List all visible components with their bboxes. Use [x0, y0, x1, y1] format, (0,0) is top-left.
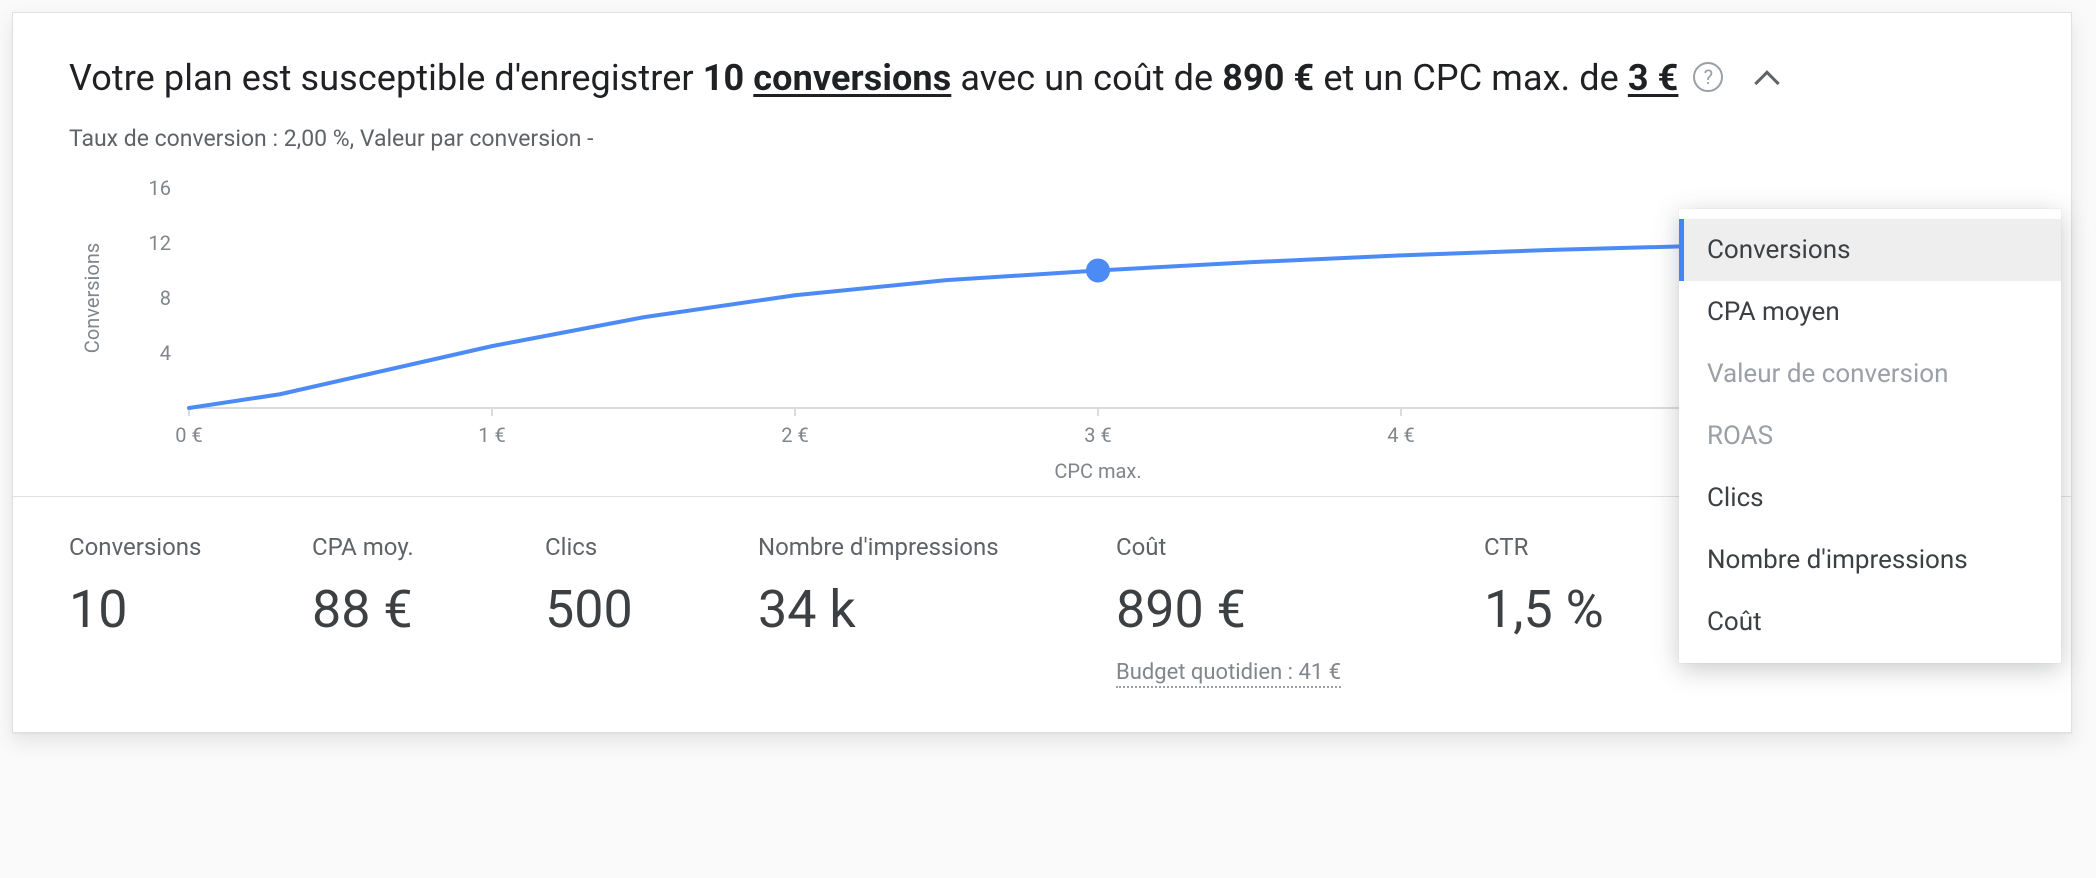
stat-label: Nombre d'impressions — [758, 533, 1098, 561]
dropdown-item[interactable]: Clics — [1679, 467, 2061, 529]
y-tick-label: 12 — [149, 231, 171, 255]
stat-value: 88 € — [312, 579, 527, 640]
stat-label: Clics — [545, 533, 740, 561]
stat-value: 500 — [545, 579, 740, 640]
dropdown-item: ROAS — [1679, 405, 2061, 467]
dropdown-item[interactable]: CPA moyen — [1679, 281, 2061, 343]
headline: Votre plan est susceptible d'enregistrer… — [69, 57, 2015, 99]
headline-conv-count: 10 — [703, 57, 745, 99]
help-icon[interactable]: ? — [1693, 62, 1723, 92]
x-tick-label: 2 € — [781, 423, 808, 447]
stat-cpa-moy: CPA moy. 88 € — [312, 533, 527, 688]
x-tick-label: 0 € — [175, 423, 202, 447]
headline-cost: 890 € — [1222, 57, 1314, 99]
stat-label: Coût — [1116, 533, 1466, 561]
stat-conversions: Conversions 10 — [69, 533, 294, 688]
x-tick-label: 1 € — [478, 423, 505, 447]
metric-dropdown: ConversionsCPA moyenValeur de conversion… — [1679, 209, 2061, 663]
subtitle: Taux de conversion : 2,00 %, Valeur par … — [13, 107, 2071, 152]
stat-value: 10 — [69, 579, 294, 640]
stat-sub-budget[interactable]: Budget quotidien : 41 € — [1116, 660, 1341, 688]
stat-clics: Clics 500 — [545, 533, 740, 688]
x-tick-label: 4 € — [1387, 423, 1414, 447]
dropdown-item: Valeur de conversion — [1679, 343, 2061, 405]
x-tick-label: 3 € — [1084, 423, 1111, 447]
headline-cpc-max[interactable]: 3 € — [1628, 57, 1679, 99]
dropdown-item[interactable]: Coût — [1679, 591, 2061, 653]
dropdown-item[interactable]: Conversions — [1679, 219, 2061, 281]
stat-value: 34 k — [758, 579, 1098, 640]
headline-mid1: avec un coût de — [951, 57, 1222, 99]
dropdown-item[interactable]: Nombre d'impressions — [1679, 529, 2061, 591]
y-tick-label: 4 — [160, 341, 171, 365]
headline-mid2: et un CPC max. de — [1314, 57, 1628, 99]
stat-cout: Coût 890 € Budget quotidien : 41 € — [1116, 533, 1466, 688]
y-tick-label: 16 — [149, 176, 171, 200]
stat-value: 890 € — [1116, 579, 1466, 640]
forecast-card: Votre plan est susceptible d'enregistrer… — [12, 12, 2072, 733]
card-header: Votre plan est susceptible d'enregistrer… — [13, 13, 2071, 107]
y-tick-label: 8 — [160, 286, 171, 310]
stat-label: Conversions — [69, 533, 294, 561]
collapse-chevron-icon[interactable] — [1755, 70, 1780, 95]
chart-marker[interactable] — [1086, 259, 1110, 283]
stat-label: CPA moy. — [312, 533, 527, 561]
x-axis-label: CPC max. — [1054, 459, 1141, 483]
headline-conv-word[interactable]: conversions — [753, 57, 951, 99]
headline-pre: Votre plan est susceptible d'enregistrer — [69, 57, 703, 99]
stat-impressions: Nombre d'impressions 34 k — [758, 533, 1098, 688]
y-axis-label: Conversions — [80, 243, 104, 353]
